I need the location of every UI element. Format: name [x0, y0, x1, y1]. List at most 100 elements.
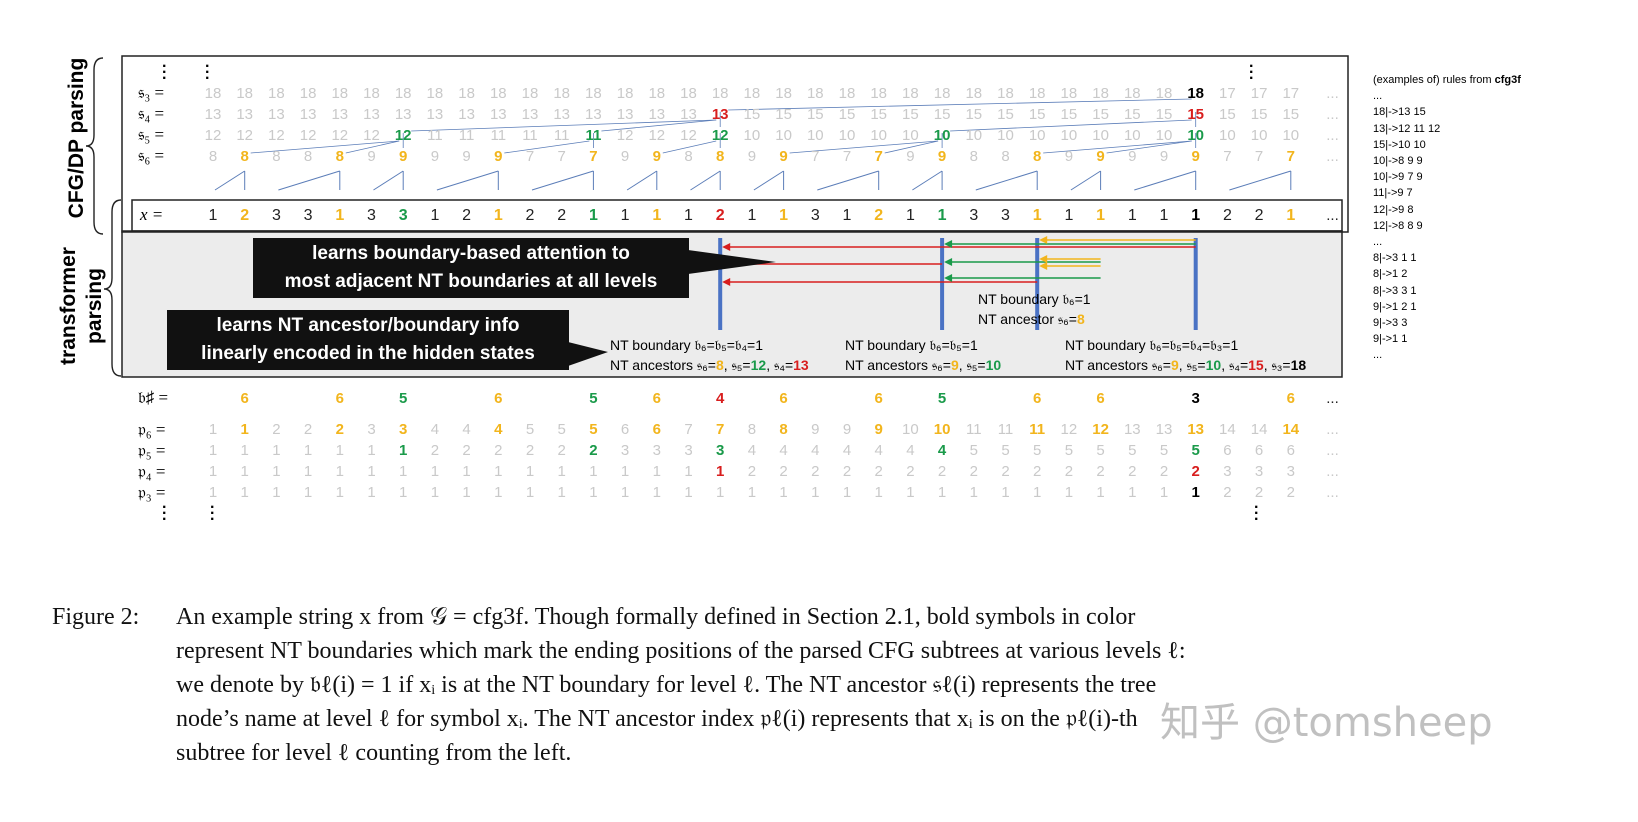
s4-cell: 13: [711, 106, 729, 123]
s3-cell: 18: [902, 85, 919, 102]
rule-item: 8|->3 3 1: [1373, 284, 1417, 297]
s4-cell: 15: [806, 106, 824, 123]
s3-cell: 18: [648, 85, 666, 102]
p6-cell: 8: [779, 421, 788, 438]
s3-cell: 18: [933, 85, 951, 102]
vdots-bottom-2: · · ·: [210, 499, 216, 528]
s3-cell: 18: [870, 85, 888, 102]
s6-cell: 9: [906, 148, 915, 165]
rule-item: 11|->9 7: [1373, 187, 1413, 200]
p3-cell: 1: [684, 484, 693, 501]
s5-cell: 11: [522, 127, 538, 144]
p4-cell: 3: [1254, 463, 1264, 480]
s4-cell: 13: [521, 106, 539, 123]
vdots-bottom-left: · · ·: [162, 499, 168, 528]
p6-cell: 9: [842, 421, 852, 438]
callout-boundary-attention: learns boundary-based attention to most …: [253, 238, 689, 298]
p3-cell: 1: [1064, 484, 1074, 501]
p4-cell: 1: [208, 463, 218, 480]
p3-cell: 1: [969, 484, 978, 501]
s6-cell: 9: [1128, 148, 1137, 165]
subtree-line: [753, 170, 784, 191]
p3-cell: 1: [620, 484, 630, 501]
subtree-line: [278, 170, 340, 191]
p4-cell: 2: [1001, 463, 1010, 480]
parent-link: [250, 140, 400, 154]
p6-cell: 1: [240, 421, 249, 438]
s6-cell: 8: [1033, 148, 1042, 165]
attention-arrowhead: [722, 278, 731, 286]
s5-cell: 10: [838, 127, 856, 144]
p5-cell: 3: [620, 442, 630, 459]
label-s3: 𝔰₃ =: [138, 83, 165, 102]
p6-cell: 5: [525, 421, 535, 438]
s4-cell: 15: [1219, 106, 1236, 123]
vdots-top-left: · · ·: [162, 58, 168, 87]
s3-cell: 18: [204, 85, 222, 102]
p4-cell: 1: [557, 463, 566, 480]
bsharp-cell: 3: [1191, 390, 1200, 407]
s5-cell: 10: [1028, 127, 1046, 144]
s4-cell: 15: [838, 106, 856, 123]
p6-cell: 13: [1187, 421, 1205, 438]
cfg-frame: [121, 55, 1349, 233]
p6-cell: 12: [1092, 421, 1109, 438]
p3-cell: 1: [557, 484, 566, 501]
s5-cell: 11: [458, 127, 475, 144]
callout-pointer-1: [688, 250, 776, 274]
s6-cell: 7: [811, 148, 820, 165]
p5-cell: 3: [716, 442, 725, 459]
p5-cell: 4: [811, 442, 820, 459]
s4-cell: 15: [902, 106, 919, 123]
rule-item: 10|->9 7 9: [1373, 171, 1423, 184]
p4-cell: 1: [716, 463, 725, 480]
s6-cell: 9: [367, 148, 376, 165]
p4-cell: 2: [747, 463, 757, 480]
x-cell: 1: [842, 207, 852, 224]
p5-cell: 4: [937, 442, 947, 459]
x-cell: 2: [1222, 207, 1232, 224]
attention-arrowhead: [944, 274, 953, 282]
caption-line-5: subtree for level ℓ counting from the le…: [176, 740, 572, 766]
attention-arrows: [718, 236, 1198, 330]
s6-cell: 8: [969, 148, 978, 165]
s6-cell: 8: [1001, 148, 1010, 165]
label-transformer: transformer: [57, 247, 80, 365]
s4-cell: 15: [1092, 106, 1109, 123]
p3-cell: 1: [462, 484, 471, 501]
brace-bottom: [103, 199, 122, 377]
x-cell: 3: [1001, 207, 1010, 224]
x-cell: 3: [303, 207, 313, 224]
bsharp-cell: 5: [589, 390, 598, 407]
bsharp-ellipsis: ...: [1326, 390, 1339, 407]
s6-cell: 7: [557, 148, 566, 165]
s5-cell: 10: [933, 127, 951, 144]
x-cell: 1: [588, 207, 598, 224]
s3-cell: 18: [743, 85, 761, 102]
s4-cell: 15: [1155, 106, 1173, 123]
x-cell: 2: [557, 207, 567, 224]
p3-cell: 1: [494, 484, 503, 501]
s6-cell: 8: [716, 148, 725, 165]
s4-cell: 13: [489, 106, 507, 123]
parent-link: [950, 119, 1192, 132]
s3-cell: 18: [1092, 85, 1109, 102]
p3-cell: 1: [906, 484, 915, 501]
bsharp-cell: 6: [652, 390, 661, 407]
p5-cell: 1: [399, 442, 408, 459]
s5-cell: 10: [1155, 127, 1173, 144]
p3-cell: 1: [303, 484, 313, 501]
x-cell: 2: [462, 207, 472, 224]
p4-cell: 2: [1096, 463, 1105, 480]
p5-cell: 2: [462, 442, 471, 459]
note-boundary-2: NT boundary 𝔟₆=𝔟₅=1 NT ancestors 𝔰₆=9, 𝔰…: [845, 335, 1001, 375]
p5-cell: 5: [969, 442, 978, 459]
s4-cell: 13: [553, 106, 571, 123]
p3-cell: 2: [1286, 484, 1295, 501]
x-cell: 3: [969, 207, 979, 224]
p5-cell: 6: [1286, 442, 1295, 459]
caption-line-4: node’s name at level ℓ for symbol xᵢ. Th…: [176, 706, 1138, 732]
p5-cell: 3: [684, 442, 693, 459]
s6-cell: 9: [620, 148, 630, 165]
subtree-line: [436, 170, 499, 191]
